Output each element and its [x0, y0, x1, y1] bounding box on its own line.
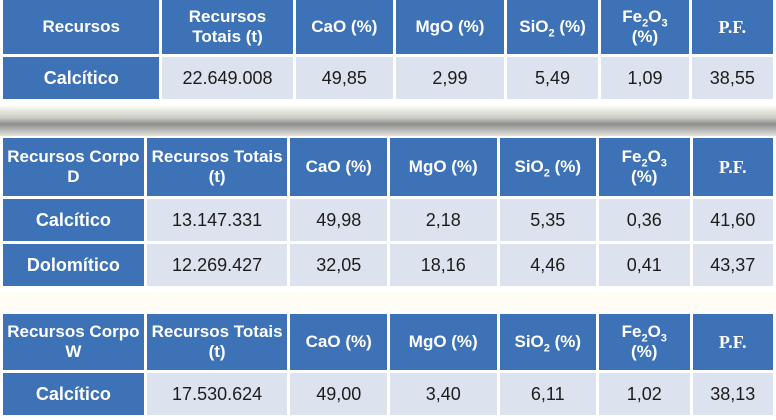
header-cao: CaO (%) — [290, 314, 387, 370]
separator-band — [0, 106, 776, 136]
row-label: Calcítico — [3, 199, 144, 241]
cell-sio2: 5,35 — [499, 199, 597, 241]
cell-fe2o3: 1,09 — [601, 57, 689, 99]
row-label: Dolomítico — [3, 244, 144, 286]
separator-gap — [0, 292, 776, 310]
table-row: Calcítico 22.649.008 49,85 2,99 5,49 1,0… — [3, 57, 773, 99]
cell-mgo: 2,18 — [389, 199, 497, 241]
cell-fe2o3: 0,36 — [599, 199, 690, 241]
header-recursos-totais: Recursos Totais (t) — [146, 138, 288, 196]
cell-sio2: 6,11 — [499, 373, 597, 415]
header-sio2: SiO2 (%) — [506, 0, 599, 54]
resources-table-general: Recursos Recursos Totais (t) CaO (%) MgO… — [0, 0, 776, 102]
table-header-row: Recursos Corpo W Recursos Totais (t) CaO… — [3, 314, 773, 370]
cell-mgo: 18,16 — [389, 244, 497, 286]
header-fe2o3: Fe2O3 (%) — [599, 314, 690, 370]
cell-pf: 43,37 — [692, 244, 773, 286]
header-pf: P.F. — [692, 138, 773, 196]
header-recursos-totais: Recursos Totais (t) — [162, 0, 293, 54]
header-sio2: SiO2 (%) — [499, 314, 597, 370]
row-label: Calcítico — [3, 373, 144, 415]
header-recursos: Recursos — [3, 0, 160, 54]
header-sio2: SiO2 (%) — [499, 138, 597, 196]
table-header-row: Recursos Recursos Totais (t) CaO (%) MgO… — [3, 0, 773, 54]
header-cao: CaO (%) — [295, 0, 394, 54]
row-label: Calcítico — [3, 57, 160, 99]
header-pf: P.F. — [692, 314, 773, 370]
table-row: Calcítico 13.147.331 49,98 2,18 5,35 0,3… — [3, 199, 773, 241]
cell-recursos-totais: 22.649.008 — [162, 57, 293, 99]
cell-pf: 38,55 — [691, 57, 773, 99]
cell-cao: 32,05 — [290, 244, 387, 286]
header-mgo: MgO (%) — [389, 314, 497, 370]
header-recursos-corpo-w: Recursos Corpo W — [3, 314, 144, 370]
header-recursos-corpo-d: Recursos Corpo D — [3, 138, 144, 196]
cell-cao: 49,00 — [290, 373, 387, 415]
table-row: Calcítico 17.530.624 49,00 3,40 6,11 1,0… — [3, 373, 773, 415]
cell-recursos-totais: 13.147.331 — [146, 199, 288, 241]
header-mgo: MgO (%) — [396, 0, 504, 54]
header-pf: P.F. — [691, 0, 773, 54]
header-recursos-totais: Recursos Totais (t) — [146, 314, 288, 370]
table-row: Dolomítico 12.269.427 32,05 18,16 4,46 0… — [3, 244, 773, 286]
resources-table-corpo-d: Recursos Corpo D Recursos Totais (t) CaO… — [0, 135, 776, 289]
cell-recursos-totais: 17.530.624 — [146, 373, 288, 415]
cell-cao: 49,85 — [295, 57, 394, 99]
resources-table-corpo-w: Recursos Corpo W Recursos Totais (t) CaO… — [0, 311, 776, 418]
cell-cao: 49,98 — [290, 199, 387, 241]
header-fe2o3: Fe2O3 (%) — [601, 0, 689, 54]
table-header-row: Recursos Corpo D Recursos Totais (t) CaO… — [3, 138, 773, 196]
header-cao: CaO (%) — [290, 138, 387, 196]
cell-fe2o3: 1,02 — [599, 373, 690, 415]
header-fe2o3: Fe2O3 (%) — [599, 138, 690, 196]
cell-recursos-totais: 12.269.427 — [146, 244, 288, 286]
cell-pf: 38,13 — [692, 373, 773, 415]
cell-mgo: 3,40 — [389, 373, 497, 415]
cell-fe2o3: 0,41 — [599, 244, 690, 286]
cell-pf: 41,60 — [692, 199, 773, 241]
cell-sio2: 5,49 — [506, 57, 599, 99]
cell-mgo: 2,99 — [396, 57, 504, 99]
header-mgo: MgO (%) — [389, 138, 497, 196]
cell-sio2: 4,46 — [499, 244, 597, 286]
